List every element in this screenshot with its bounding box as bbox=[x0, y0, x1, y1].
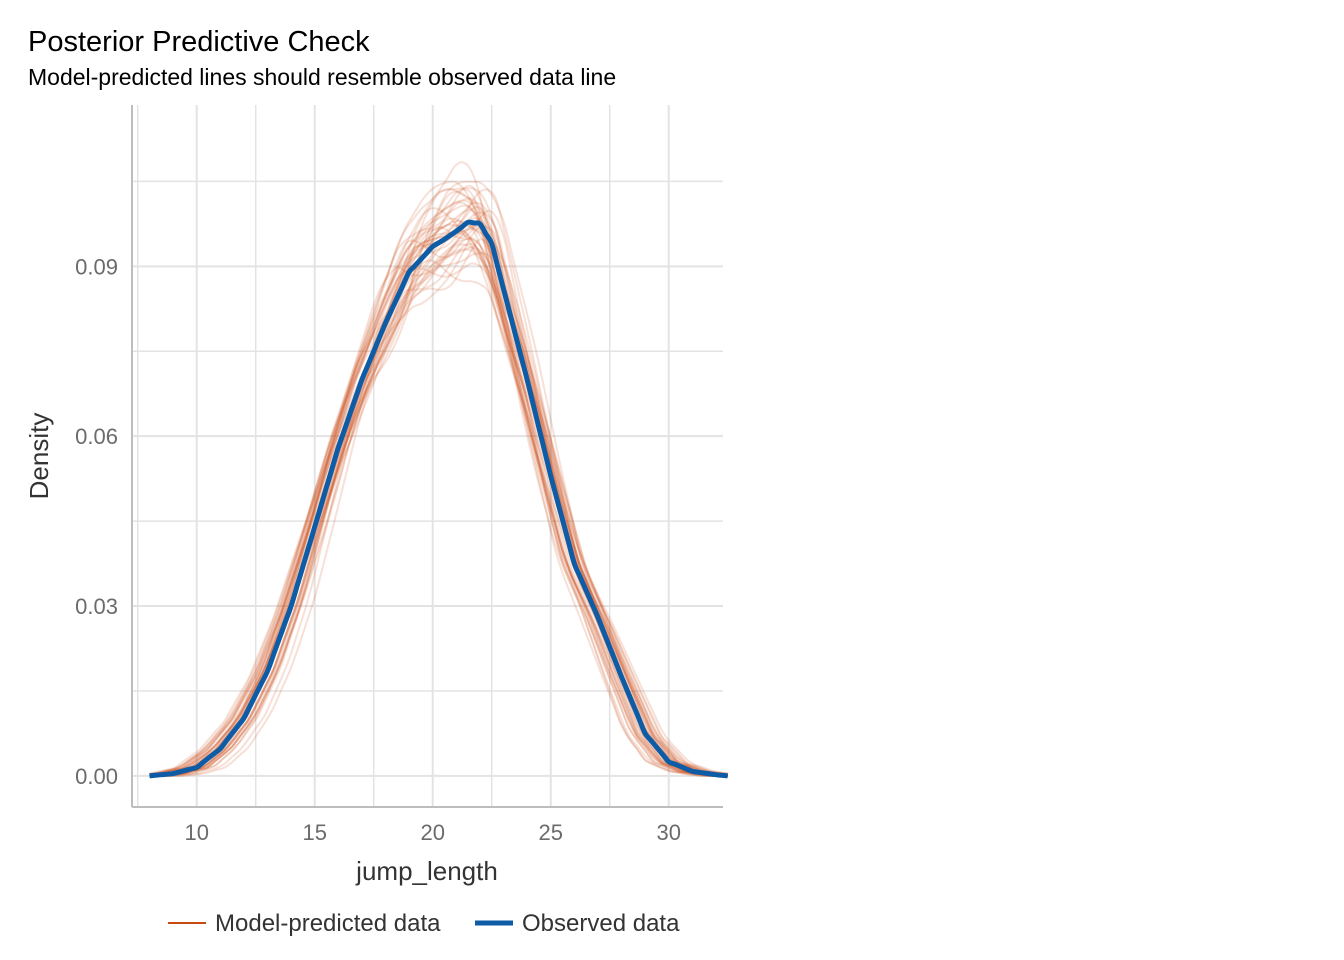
legend: Model-predicted data Observed data bbox=[168, 910, 680, 937]
model-predicted-line bbox=[149, 208, 728, 777]
model-predicted-line bbox=[149, 217, 728, 777]
model-predicted-line bbox=[149, 207, 728, 777]
model-predicted-line bbox=[149, 197, 728, 777]
chart-title: Posterior Predictive Check bbox=[28, 26, 370, 58]
model-predicted-line bbox=[149, 243, 728, 777]
legend-label-model-predicted: Model-predicted data bbox=[215, 910, 441, 937]
chart-subtitle: Model-predicted lines should resemble ob… bbox=[28, 64, 616, 90]
tick-labels: 10 15 20 25 30 0.00 0.03 0.06 0.09 bbox=[75, 254, 681, 845]
model-predicted-line bbox=[149, 161, 728, 777]
x-tick-label: 30 bbox=[656, 820, 680, 845]
model-predicted-line bbox=[149, 246, 728, 776]
x-axis-title: jump_length bbox=[355, 856, 498, 886]
observed-line-layer bbox=[149, 219, 728, 779]
model-predicted-line bbox=[149, 188, 728, 777]
y-tick-label: 0.09 bbox=[75, 254, 118, 279]
model-predicted-line bbox=[149, 201, 728, 777]
model-predicted-line bbox=[149, 199, 728, 777]
model-predicted-line bbox=[149, 242, 728, 776]
model-predicted-line bbox=[149, 248, 728, 776]
x-tick-label: 10 bbox=[184, 820, 208, 845]
x-tick-label: 25 bbox=[538, 820, 562, 845]
legend-label-observed: Observed data bbox=[522, 910, 680, 937]
model-predicted-line bbox=[149, 184, 728, 777]
x-tick-label: 15 bbox=[302, 820, 326, 845]
model-predicted-line bbox=[149, 237, 728, 776]
model-predicted-line bbox=[149, 217, 728, 777]
observed-data-line bbox=[149, 219, 728, 779]
model-predicted-line bbox=[149, 187, 728, 777]
model-predicted-line bbox=[149, 209, 728, 777]
model-predicted-lines bbox=[149, 161, 728, 777]
y-tick-label: 0.06 bbox=[75, 424, 118, 449]
model-predicted-line bbox=[149, 190, 728, 777]
model-predicted-line bbox=[149, 238, 728, 776]
x-tick-label: 20 bbox=[420, 820, 444, 845]
y-axis-title: Density bbox=[24, 413, 54, 500]
model-predicted-line bbox=[149, 252, 728, 776]
y-tick-label: 0.00 bbox=[75, 764, 118, 789]
y-tick-label: 0.03 bbox=[75, 594, 118, 619]
grid-layer bbox=[133, 105, 723, 807]
axis-lines bbox=[131, 105, 723, 808]
model-predicted-line bbox=[149, 180, 728, 777]
model-predicted-line bbox=[149, 220, 728, 777]
model-predicted-line bbox=[149, 232, 728, 777]
